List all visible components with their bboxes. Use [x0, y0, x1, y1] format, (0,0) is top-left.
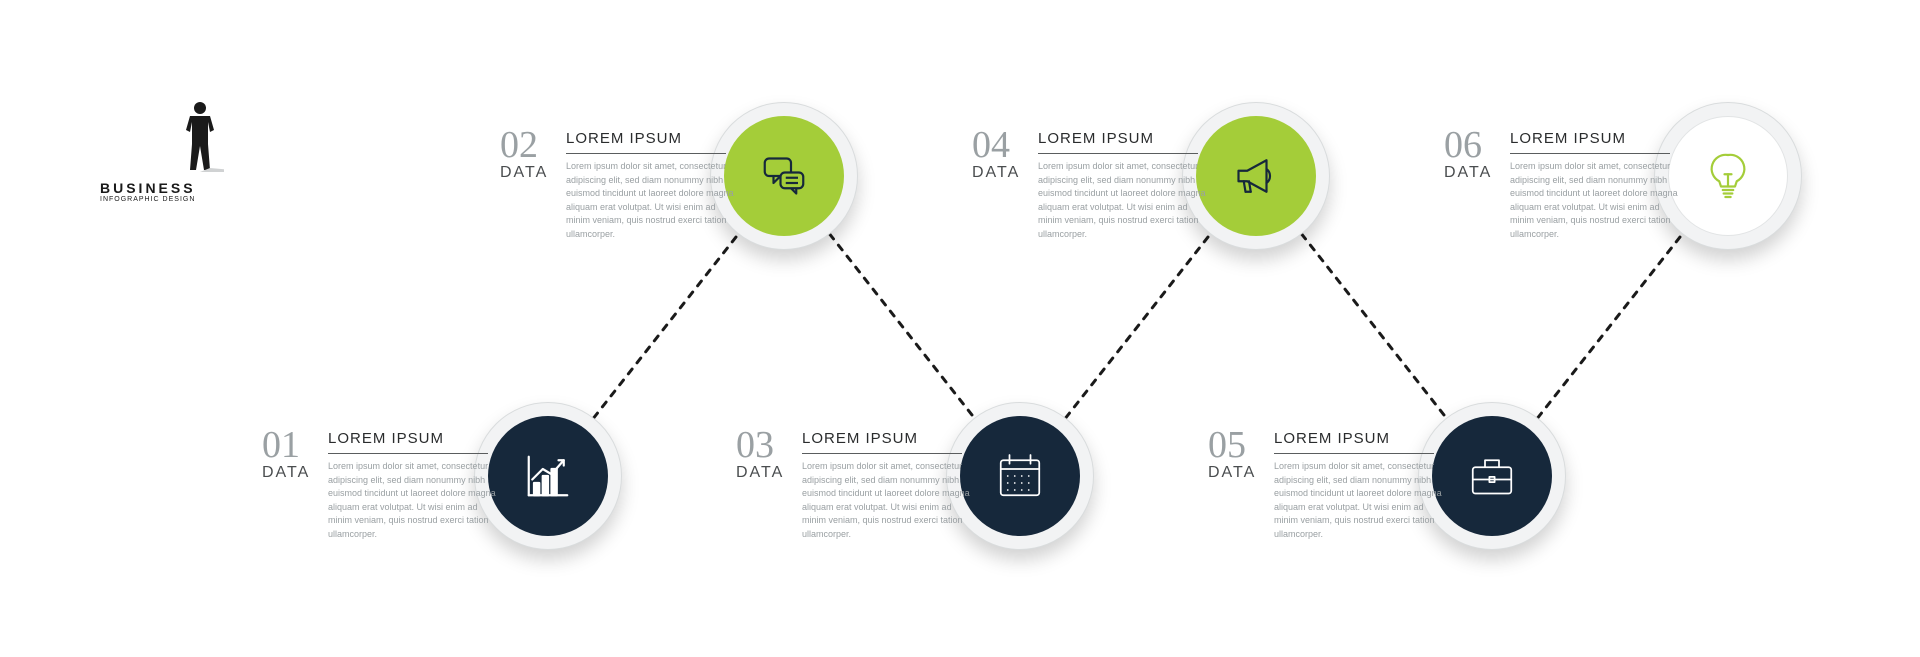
step-title: LOREM IPSUM [1510, 130, 1670, 154]
growth-chart-icon [520, 448, 576, 504]
step-title: LOREM IPSUM [328, 430, 488, 454]
briefcase-icon [1464, 448, 1520, 504]
brand-subtitle: INFOGRAPHIC DESIGN [100, 196, 300, 203]
step-number: 06 [1444, 126, 1482, 164]
step-body: Lorem ipsum dolor sit amet, consectetur … [1038, 160, 1208, 241]
connector-line [830, 234, 974, 418]
step-number: 01 [262, 426, 300, 464]
connector-line [1538, 234, 1682, 418]
step-title: LOREM IPSUM [1274, 430, 1434, 454]
node-inner [488, 416, 608, 536]
megaphone-icon [1228, 148, 1284, 204]
node-inner [960, 416, 1080, 536]
step-data-label: DATA [262, 464, 310, 482]
step-number: 03 [736, 426, 774, 464]
node-inner [724, 116, 844, 236]
chat-bubbles-icon [756, 148, 812, 204]
brand-title: BUSINESS [100, 180, 300, 196]
step-title: LOREM IPSUM [566, 130, 726, 154]
step-data-label: DATA [500, 164, 548, 182]
step-title: LOREM IPSUM [1038, 130, 1198, 154]
calendar-icon [992, 448, 1048, 504]
businessman-icon [176, 100, 224, 172]
step-data-label: DATA [1444, 164, 1492, 182]
step-data-label: DATA [972, 164, 1020, 182]
step-body: Lorem ipsum dolor sit amet, consectetur … [566, 160, 736, 241]
step-body: Lorem ipsum dolor sit amet, consectetur … [1274, 460, 1444, 541]
node-inner [1196, 116, 1316, 236]
connector-line [1066, 234, 1210, 418]
brand-block: BUSINESS INFOGRAPHIC DESIGN [100, 100, 300, 203]
connector-line [594, 234, 738, 418]
step-number: 04 [972, 126, 1010, 164]
step-data-label: DATA [736, 464, 784, 482]
step-body: Lorem ipsum dolor sit amet, consectetur … [802, 460, 972, 541]
step-body: Lorem ipsum dolor sit amet, consectetur … [328, 460, 498, 541]
node-inner [1668, 116, 1788, 236]
step-body: Lorem ipsum dolor sit amet, consectetur … [1510, 160, 1680, 241]
connector-line [1302, 234, 1446, 418]
lightbulb-icon [1700, 148, 1756, 204]
step-number: 02 [500, 126, 538, 164]
step-number: 05 [1208, 426, 1246, 464]
connector-layer [0, 0, 1920, 657]
step-title: LOREM IPSUM [802, 430, 962, 454]
step-data-label: DATA [1208, 464, 1256, 482]
node-inner [1432, 416, 1552, 536]
